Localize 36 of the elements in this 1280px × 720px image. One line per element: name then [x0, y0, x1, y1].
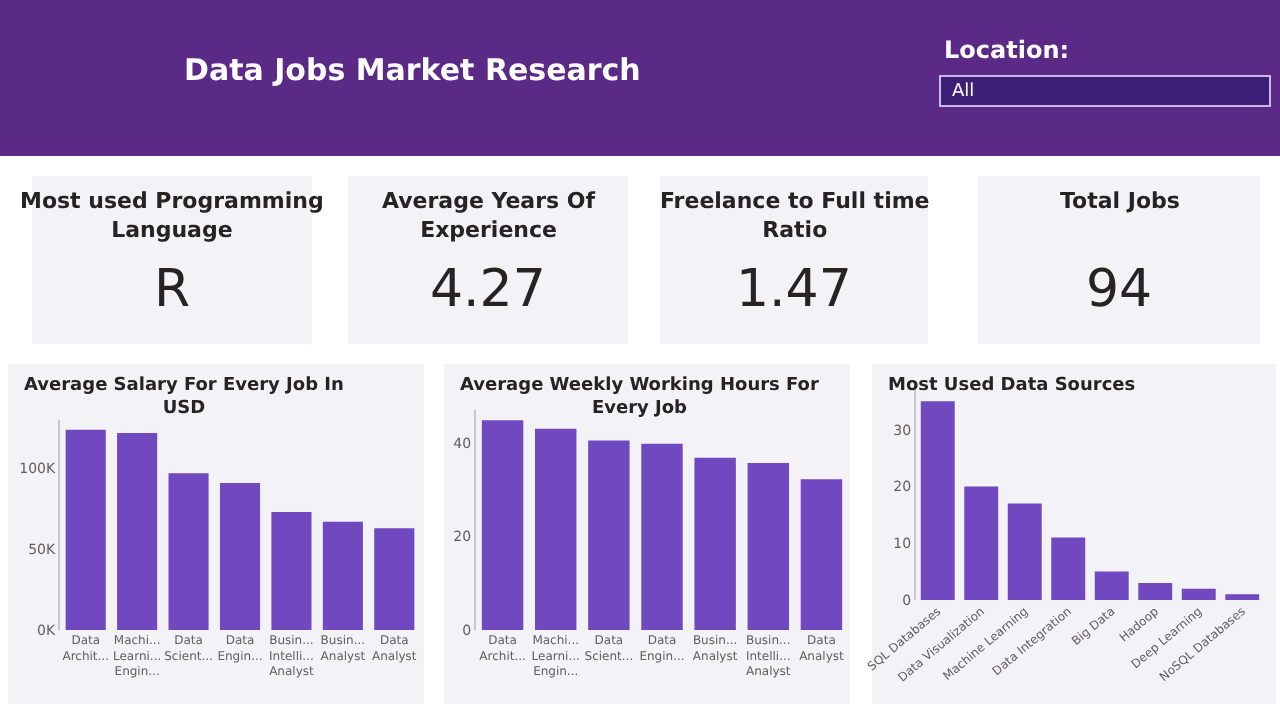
bar — [1094, 571, 1129, 600]
text: R — [154, 260, 191, 320]
bar — [1051, 537, 1086, 600]
bar — [65, 429, 106, 630]
text: Location: — [944, 36, 1070, 64]
text: Total Jobs — [1060, 188, 1181, 214]
text: 94 — [1086, 260, 1153, 320]
bar — [694, 457, 736, 630]
bar — [1007, 503, 1042, 600]
text: 4.27 — [430, 260, 546, 320]
bar — [534, 428, 577, 630]
text: All — [952, 82, 975, 102]
bar — [920, 401, 955, 600]
text: Freelance to Full time Ratio — [660, 188, 930, 243]
bar — [117, 432, 158, 630]
bar — [271, 512, 312, 630]
bar — [641, 443, 683, 630]
bar — [1181, 588, 1216, 600]
chart-title: Average Salary For Every Job In USD — [24, 376, 344, 420]
bar — [964, 486, 999, 600]
bar — [374, 528, 415, 630]
chart-title: Most Used Data Sources — [888, 376, 1136, 396]
bar — [168, 473, 209, 630]
text: 1.47 — [736, 260, 852, 320]
bar — [1138, 582, 1173, 600]
bar — [747, 462, 790, 630]
text: Average Years Of Experience — [382, 188, 596, 243]
text: Most used Programming Language — [20, 188, 324, 243]
text: Data Jobs Market Research — [184, 52, 641, 88]
bar — [800, 479, 843, 630]
bar — [219, 483, 261, 630]
chart-title: Average Weekly Working Hours For Every Job — [460, 376, 820, 420]
bar — [588, 440, 630, 630]
bar — [481, 420, 524, 630]
bar — [1225, 594, 1260, 600]
bar — [322, 521, 363, 630]
